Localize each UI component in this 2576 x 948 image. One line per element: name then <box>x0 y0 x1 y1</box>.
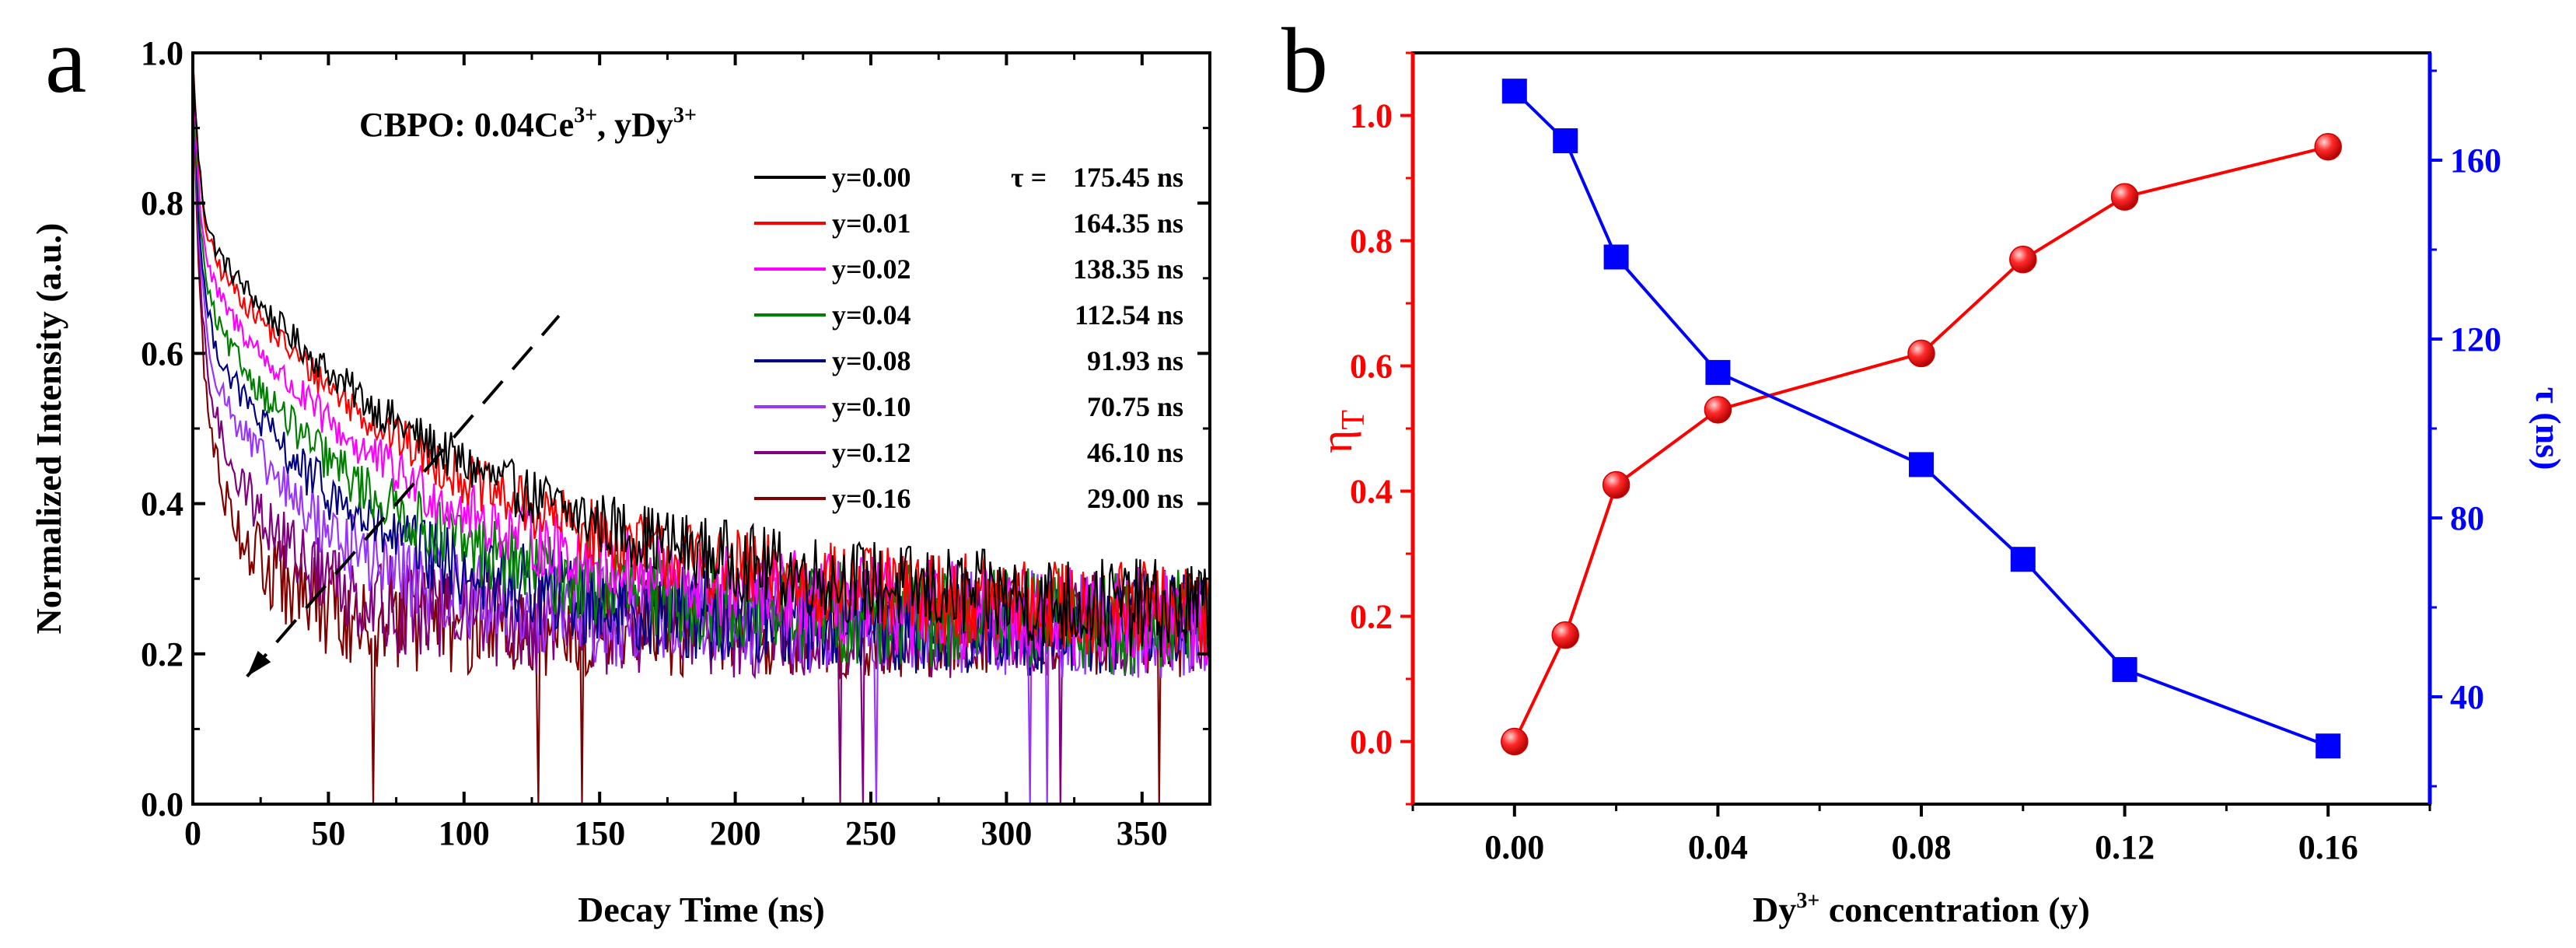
eta-symbol: η <box>1311 430 1361 453</box>
a-xtick-label: 100 <box>439 814 490 852</box>
eta-point <box>2110 183 2139 211</box>
legend-label: y=0.10 <box>832 391 911 422</box>
panel-b-frame <box>1411 51 2431 806</box>
tau-point <box>1553 128 1578 153</box>
eta-point <box>1907 339 1935 368</box>
panel-b-label: b <box>1281 9 1328 112</box>
xlabel-rest: concentration (y) <box>1819 890 2089 929</box>
series-line-eta <box>1512 145 2329 743</box>
b-xtick-label: 0.12 <box>2095 828 2155 866</box>
panel-a-label: a <box>45 9 86 112</box>
b-left-ytick-label: 0.6 <box>1350 348 1393 386</box>
series-line-tau <box>1513 89 2329 748</box>
decay-curve-y=0.01 <box>193 60 1210 657</box>
b-left-ytick-label: 0.8 <box>1350 222 1393 261</box>
xlabel-sup: 3+ <box>1796 889 1819 913</box>
b-right-ytick-label: 120 <box>2450 320 2501 359</box>
tau-point <box>2316 733 2341 759</box>
eta-point <box>1501 727 1529 756</box>
a-ytick-label: 0.4 <box>141 485 184 523</box>
tau-point <box>1603 244 1629 270</box>
decay-curve-y=0.04 <box>193 53 1210 675</box>
b-right-ytick-label: 80 <box>2450 499 2484 537</box>
eta-point <box>1704 396 1732 424</box>
trend-arrow-line <box>246 314 561 678</box>
panel-a-decay-curves: a 0 50 100 150 200 250 300 350 0.0 0.2 0.4 0.6 0.8 1.… <box>29 9 1211 929</box>
panel-b-ticks: 0.00 0.04 0.08 0.12 0.16 0.0 0.2 0.4 0.6 0.8 1.0 40… <box>1350 51 2501 866</box>
b-left-ytick-label: 0.2 <box>1350 598 1393 636</box>
b-left-ytick-label: 1.0 <box>1350 97 1393 135</box>
panel-a-ylabel: Normalized Intensity (a.u.) <box>29 223 68 635</box>
legend-tau-value: 70.75 ns <box>1087 391 1183 422</box>
panel-a-frame <box>191 51 1211 806</box>
panel-a-title: CBPO: 0.04Ce3+, yDy3+ <box>359 103 697 144</box>
legend-label: y=0.08 <box>832 345 911 376</box>
decay-curve-y=0.16 <box>193 55 1210 804</box>
trend-arrow-head <box>246 650 271 677</box>
legend-label: y=0.16 <box>832 483 911 514</box>
eta-subscript: T <box>1336 410 1372 430</box>
legend-label: y=0.02 <box>832 254 911 285</box>
b-left-ytick-label: 0.4 <box>1350 473 1393 511</box>
panel-b-right-ylabel: τ (ns) <box>2529 387 2568 471</box>
eta-point <box>2009 245 2037 274</box>
b-xtick-label: 0.16 <box>2298 828 2358 866</box>
tau-point <box>1705 359 1731 385</box>
legend-tau-value: 164.35 ns <box>1073 208 1183 239</box>
tau-point <box>1909 452 1934 477</box>
legend-tau-value: 91.93 ns <box>1087 345 1183 376</box>
tau-point <box>2010 547 2036 572</box>
legend-label: y=0.00 <box>832 162 911 193</box>
panel-b-efficiency-lifetime: b 0.00 0.04 0.08 0.12 0.16 0.0 0.2 0.4 0.6 0.8 1.0… <box>1281 9 2568 929</box>
legend-tau-value: 46.10 ns <box>1087 437 1183 468</box>
a-ytick-label: 0.8 <box>141 184 184 222</box>
panel-a-ticks: 0 50 100 150 200 250 300 350 0.0 0.2 0.4 0.6 0.8 1.0 <box>141 34 1211 852</box>
tau-point <box>1501 79 1527 104</box>
legend-tau-value: 138.35 ns <box>1073 254 1183 285</box>
panel-a-legend: y=0.00 τ = 175.45 ns y=0.01 164.35 ns y=0.02 1… <box>754 162 1183 514</box>
a-ytick-label: 0.0 <box>141 785 184 824</box>
title-sup-2: 3+ <box>673 103 697 128</box>
title-sup-1: 3+ <box>574 103 597 128</box>
title-part-1: CBPO: 0.04Ce <box>359 106 574 144</box>
b-xtick-label: 0.08 <box>1892 828 1952 866</box>
eta-point <box>1602 471 1631 499</box>
b-xtick-label: 0.00 <box>1484 828 1544 866</box>
a-xtick-label: 150 <box>574 814 625 852</box>
decay-curves <box>193 53 1210 804</box>
decay-curve-y=0.12 <box>193 53 1210 804</box>
tau-point <box>2112 656 2137 682</box>
eta-point <box>2314 133 2342 161</box>
panel-b-xlabel: Dy3+ concentration (y) <box>1753 889 2090 929</box>
decay-curve-y=0.00 <box>193 53 1210 658</box>
a-xtick-label: 250 <box>845 814 897 852</box>
a-ytick-label: 1.0 <box>141 34 184 72</box>
legend-tau-prefix: τ = <box>1011 162 1047 193</box>
panel-b-series <box>1501 79 2342 759</box>
eta-point <box>1551 621 1579 649</box>
a-ytick-label: 0.6 <box>141 334 184 373</box>
legend-tau-value: 112.54 ns <box>1075 299 1183 331</box>
legend-label: y=0.12 <box>832 437 911 468</box>
legend-label: y=0.04 <box>832 299 911 331</box>
a-xtick-label: 50 <box>311 814 345 852</box>
a-xtick-label: 200 <box>710 814 761 852</box>
decay-curve-y=0.10 <box>193 53 1210 804</box>
legend-tau-value: 175.45 ns <box>1073 162 1183 193</box>
title-part-2: , yDy <box>597 106 673 144</box>
a-xtick-label: 350 <box>1117 814 1168 852</box>
panel-a-xlabel: Decay Time (ns) <box>578 890 825 929</box>
legend-tau-value: 29.00 ns <box>1087 483 1183 514</box>
xlabel-dy: Dy <box>1753 890 1796 929</box>
b-left-ytick-label: 0.0 <box>1350 723 1393 761</box>
legend-label: y=0.01 <box>832 208 911 239</box>
a-xtick-label: 300 <box>980 814 1032 852</box>
b-right-ytick-label: 40 <box>2450 678 2484 716</box>
panel-b-left-ylabel: ηT <box>1311 410 1372 453</box>
b-xtick-label: 0.04 <box>1688 828 1748 866</box>
a-ytick-label: 0.2 <box>141 635 184 673</box>
b-right-ytick-label: 160 <box>2450 142 2501 180</box>
a-xtick-label: 0 <box>184 814 201 852</box>
